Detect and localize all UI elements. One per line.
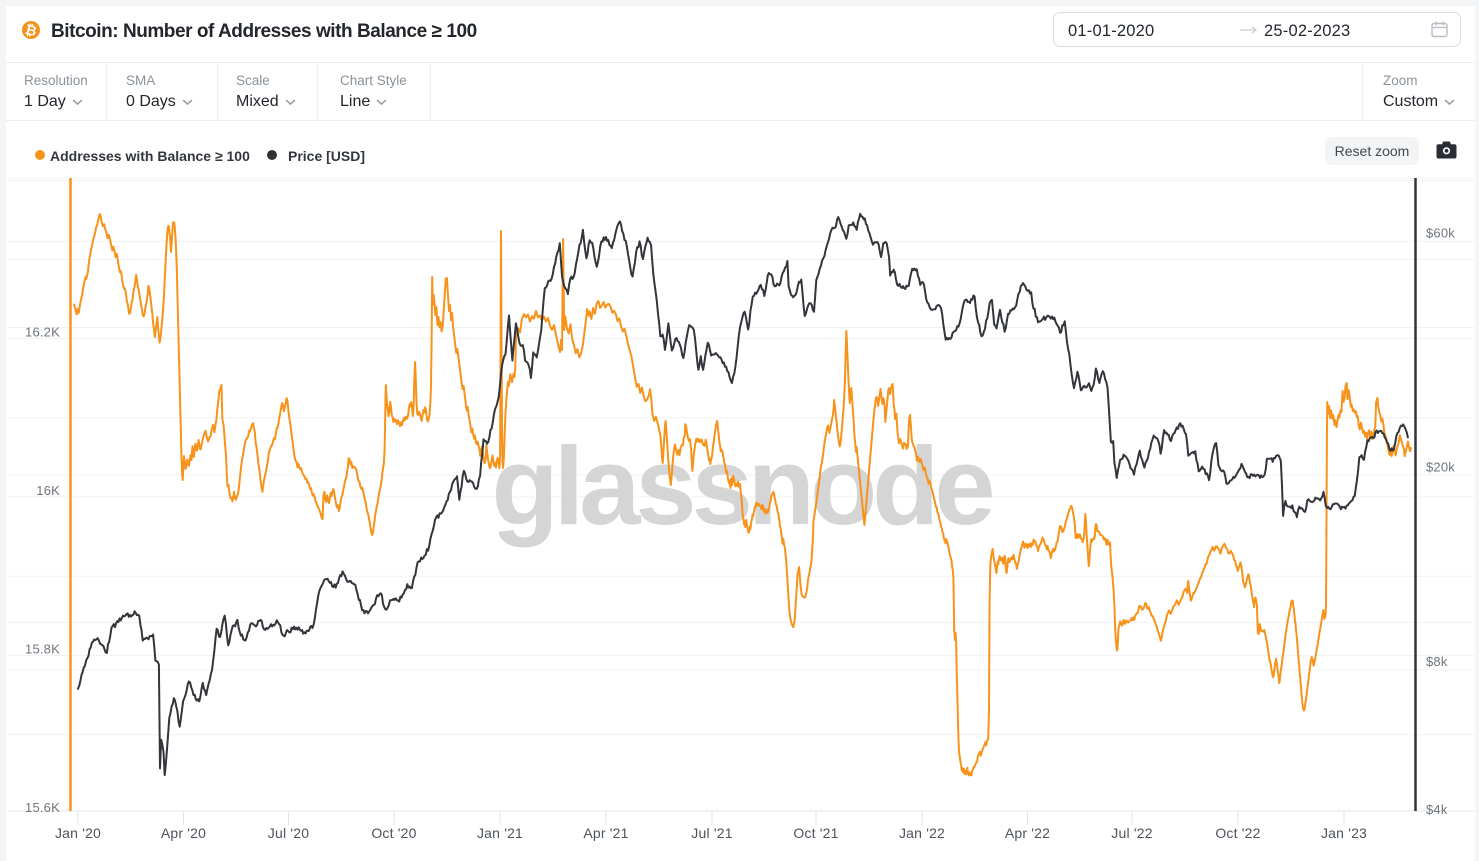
svg-text:$4k: $4k [1426,802,1448,817]
svg-text:16K: 16K [36,483,60,498]
svg-text:Jan '23: Jan '23 [1321,825,1367,841]
svg-text:Apr '22: Apr '22 [1005,825,1050,841]
svg-text:Jul '21: Jul '21 [691,825,732,841]
svg-text:Jan '22: Jan '22 [899,825,945,841]
svg-text:Oct '22: Oct '22 [1215,825,1260,841]
svg-text:glassnode: glassnode [491,425,992,548]
svg-text:15.6K: 15.6K [25,800,60,815]
svg-text:Oct '20: Oct '20 [371,825,416,841]
svg-text:15.8K: 15.8K [25,642,60,657]
svg-text:$8k: $8k [1426,654,1448,669]
svg-text:Jan '21: Jan '21 [477,825,523,841]
svg-text:Apr '20: Apr '20 [161,825,206,841]
svg-text:Oct '21: Oct '21 [793,825,838,841]
svg-text:16.2K: 16.2K [25,325,60,340]
svg-text:$60k: $60k [1426,226,1455,241]
svg-text:$20k: $20k [1426,459,1455,474]
svg-text:Jul '20: Jul '20 [268,825,309,841]
svg-text:Jan '20: Jan '20 [55,825,101,841]
svg-text:Apr '21: Apr '21 [583,825,628,841]
svg-text:Jul '22: Jul '22 [1111,825,1152,841]
